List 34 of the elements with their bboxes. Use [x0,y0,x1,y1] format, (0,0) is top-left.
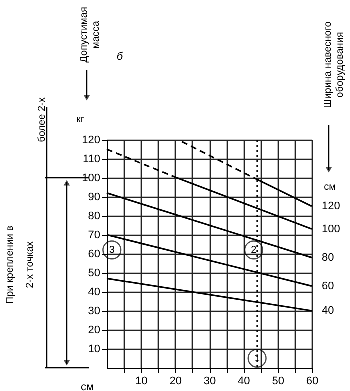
x-tick-label: 40 [238,376,250,388]
x-axis-title: см [80,382,94,391]
text: Ширина навесного оборудования [323,21,346,108]
y-axis-title: кг [76,114,85,126]
y-tick-label: 30 [88,306,100,318]
y-tick-label: 60 [88,248,100,260]
y-tick-label: 90 [88,192,100,204]
x-tick-label: 20 [170,376,182,388]
y-tick-label: 20 [88,324,100,336]
series-label: 80 [322,252,334,264]
y-tick-label: 80 [88,210,100,222]
annotation: 3 [109,245,116,256]
text: При креплении в [5,226,16,304]
x-tick-label: 60 [306,376,319,388]
x-tick-label: 10 [136,376,148,388]
text: б [116,51,124,63]
y-tick-label: 70 [88,230,100,242]
x-tick-label: 30 [204,376,216,388]
text: Допустимая масса [79,7,102,63]
text: 2-х точках [25,242,36,288]
y-tick-label: 40 [88,286,100,298]
series-label: 60 [322,280,334,292]
y-tick-label: 100 [82,172,100,184]
y-tick-label: 110 [82,154,100,166]
y-tick-label: 120 [82,134,100,146]
series-label: 120 [322,200,340,212]
annotation: 2 [251,245,258,256]
y-tick-label: 50 [88,268,100,280]
x-tick-label: 50 [272,376,284,388]
series-label: 100 [322,223,340,236]
series-label: 40 [322,305,334,317]
text: см [324,182,336,193]
text: более 2-х [37,98,48,142]
y-tick-label: 10 [88,344,100,356]
